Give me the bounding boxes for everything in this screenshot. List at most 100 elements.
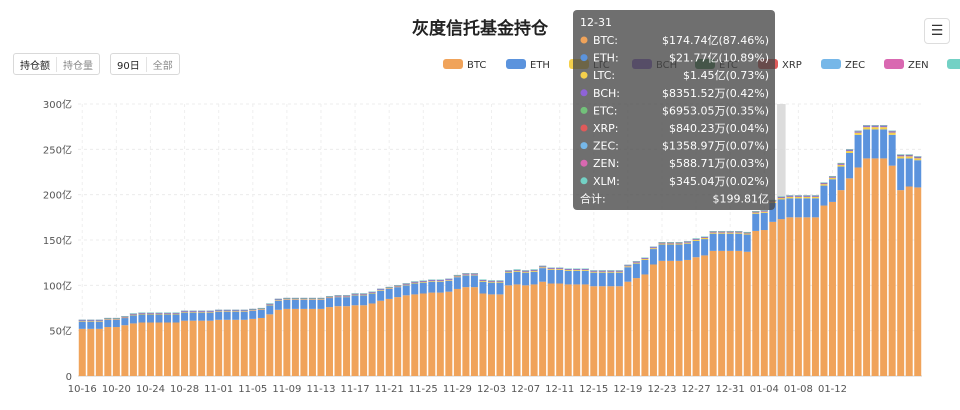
x-tick-label: 12-31 [716,384,745,395]
bar-segment-btc [470,287,478,376]
bar-segment-btc [146,322,154,376]
bar-segment-bch [880,126,888,128]
holding-amount-button[interactable]: 持仓额 [20,60,50,72]
bar-segment-bch [598,271,606,272]
bar-segment-btc [777,219,785,376]
x-tick-label: 11-25 [409,384,438,395]
bar-segment-xlm [675,242,683,243]
tooltip-dot-bch [580,89,588,97]
bar-segment-xlm [837,162,845,164]
bar-segment-bch [291,298,299,300]
bar-segment-bch [155,313,163,314]
bar-segment-btc [445,291,453,376]
bar-segment-ltc [146,313,154,315]
bar-segment-btc [888,165,896,376]
bar-segment-eth [649,249,657,265]
bar-segment-btc [411,294,419,376]
bar-segment-eth [215,311,223,320]
bar-segment-btc [453,288,461,376]
x-tick-label: 12-11 [545,384,574,395]
bar-segment-eth [769,202,777,222]
bar-segment-ltc [684,242,692,244]
bar-segment-ltc [539,267,547,269]
metric-toggle[interactable]: 持仓额 持仓量 [13,53,100,75]
bar-segment-btc [803,217,811,376]
bar-segment-eth [436,281,444,293]
bar-segment-btc [189,320,197,376]
bar-segment-eth [283,299,291,309]
bar-segment-btc [87,328,95,376]
bar-segment-bch [726,231,734,233]
bar-segment-eth [232,311,240,320]
bar-segment-eth [837,166,845,191]
bar-segment-btc [215,319,223,376]
bar-segment-eth [709,233,717,251]
range-all-button[interactable]: 全部 [145,56,179,72]
tooltip-date: 12-31 [580,16,612,29]
bar-segment-btc [283,308,291,376]
bar-segment-ltc [138,313,146,315]
bar-segment-btc [479,293,487,376]
bar-segment-bch [786,196,794,197]
bar-segment-ltc [598,271,606,273]
bar-segment-btc [78,328,86,376]
bar-segment-ltc [325,297,333,299]
bar-segment-xlm [615,270,623,271]
range-toggle[interactable]: 90日 全部 [110,53,180,75]
bar-segment-eth [547,269,555,284]
bar-segment-xlm [445,278,453,280]
bar-segment-xlm [505,270,513,271]
menu-button[interactable]: ☰ [924,18,950,44]
bar-segment-btc [794,217,802,376]
bar-segment-ltc [129,314,137,316]
bar-segment-bch [556,268,564,270]
bar-segment-xlm [325,296,333,297]
bar-segment-xlm [735,231,743,232]
bar-segment-bch [649,247,657,249]
bar-segment-xlm [684,241,692,242]
bar-segment-bch [317,298,325,300]
bar-segment-btc [181,320,189,376]
y-tick-label: 50亿 [49,325,72,338]
bar-segment-btc [632,278,640,376]
bar-segment-eth [684,243,692,260]
bar-segment-ltc [453,276,461,278]
bar-segment-xlm [590,270,598,271]
bar-segment-bch [172,313,180,314]
x-tick-label: 10-20 [102,384,131,395]
tooltip-series-name: BTC: [593,34,618,47]
bar-segment-eth [496,282,504,295]
bar-segment-ltc [487,281,495,283]
bar-segment-xlm [564,268,572,270]
bar-segment-bch [624,265,632,267]
range-90d-button[interactable]: 90日 [117,60,140,72]
bar-segment-bch [735,231,743,233]
bar-segment-ltc [743,233,751,235]
bar-segment-eth [905,158,913,187]
bar-segment-ltc [794,196,802,199]
bar-segment-bch [95,320,103,322]
bar-segment-bch [283,298,291,300]
bar-segment-eth [624,267,632,282]
bar-segment-bch [701,237,709,239]
holding-volume-button[interactable]: 持仓量 [56,56,99,72]
bar-segment-xlm [181,310,189,312]
bar-segment-eth [402,285,410,296]
bar-segment-bch [760,210,768,212]
bar-segment-eth [360,295,368,306]
y-tick-label: 200亿 [43,189,72,202]
bar-segment-btc [385,298,393,376]
bar-segment-bch [573,269,581,271]
bar-segment-xlm [914,156,922,157]
bar-segment-eth [667,244,675,261]
bar-segment-bch [888,131,896,133]
bar-segment-ltc [291,299,299,300]
bar-segment-ltc [701,238,709,240]
bar-segment-xlm [215,309,223,311]
bar-segment-btc [649,264,657,376]
bar-segment-eth [334,297,342,307]
legend-label-btc: BTC [467,60,486,71]
bar-segment-xlm [368,291,376,293]
bar-segment-xlm [223,309,231,311]
